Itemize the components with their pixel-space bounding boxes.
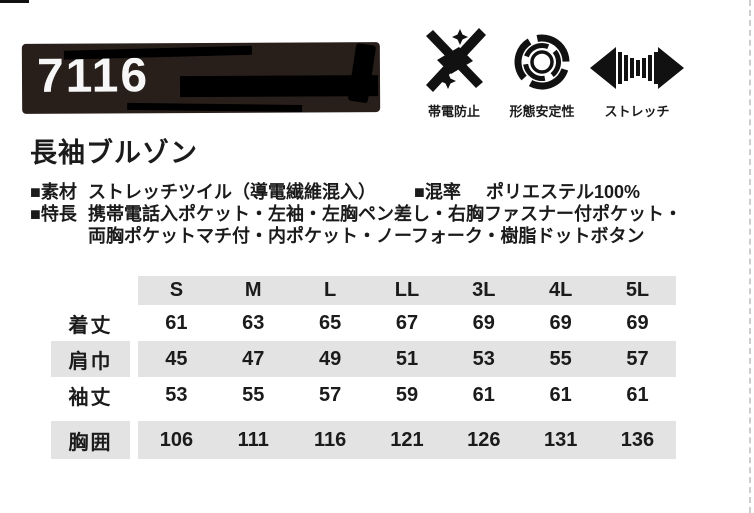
size-cell: 57 bbox=[318, 383, 342, 406]
table-gap bbox=[130, 377, 138, 413]
table-gap bbox=[130, 305, 138, 341]
table-gap bbox=[130, 421, 138, 459]
blend-label: ■混率 bbox=[414, 182, 461, 202]
table-row: 着丈 61 63 65 67 69 69 69 bbox=[51, 305, 676, 341]
feature-row: ■特長 携帯電話入ポケット・左袖・左胸ペン差し・右胸ファスナー付ポケット・ 両胸… bbox=[30, 203, 736, 247]
size-cell: 45 bbox=[165, 347, 188, 370]
table-gap bbox=[130, 276, 138, 305]
size-cell: 61 bbox=[165, 311, 188, 334]
stretch-icon bbox=[589, 30, 685, 99]
spec-block: ■素材 ストレッチツイル（導電繊維混入） ■混率 ポリエステル100% ■特長 … bbox=[30, 181, 736, 247]
size-cell: 69 bbox=[472, 311, 495, 334]
size-cell: 55 bbox=[242, 383, 265, 406]
size-cell: 126 bbox=[467, 428, 501, 451]
size-cell: 49 bbox=[318, 347, 342, 370]
size-cell: 53 bbox=[472, 347, 495, 370]
icon-group-anti-static: 帯電防止 bbox=[415, 26, 493, 120]
size-cell: 116 bbox=[313, 428, 347, 451]
size-row-values: 61 63 65 67 69 69 69 bbox=[138, 305, 676, 341]
size-row-values: 53 55 57 59 61 61 61 bbox=[138, 377, 676, 413]
size-header-spacer bbox=[51, 276, 130, 305]
size-table-body: 着丈 61 63 65 67 69 69 69 肩巾 45 47 49 51 53 55 57 袖丈 53 55 57… bbox=[51, 305, 676, 459]
size-cell: 61 bbox=[626, 383, 649, 406]
page-title: 長袖ブルゾン bbox=[30, 138, 198, 168]
stretch-icon-label: ストレッチ bbox=[604, 104, 670, 119]
size-cell: 47 bbox=[242, 347, 265, 370]
size-cell: 69 bbox=[626, 311, 649, 334]
size-header-cells: S M L LL 3L 4L 5L bbox=[138, 276, 676, 305]
size-cell: 69 bbox=[549, 311, 572, 334]
feature-line-2: 両胸ポケットマチ付・内ポケット・ノーフォーク・樹脂ドットボタン bbox=[88, 226, 645, 246]
size-table: S M L LL 3L 4L 5L 着丈 61 63 65 67 69 69 69 肩巾 45 47 49 51 53… bbox=[51, 276, 676, 459]
shape-stability-icon bbox=[510, 30, 574, 99]
material-row: ■素材 ストレッチツイル（導電繊維混入） ■混率 ポリエステル100% bbox=[30, 181, 736, 203]
size-cell: 61 bbox=[472, 383, 495, 406]
size-cell: 61 bbox=[549, 383, 572, 406]
size-table-header: S M L LL 3L 4L 5L bbox=[51, 276, 676, 305]
size-cell: 57 bbox=[626, 347, 649, 370]
size-header-cell: L bbox=[324, 279, 337, 301]
size-header-cell: 3L bbox=[472, 279, 496, 301]
size-cell: 111 bbox=[237, 428, 269, 451]
size-cell: 63 bbox=[242, 311, 265, 334]
material-label: ■素材 bbox=[30, 182, 77, 202]
table-row: 胸囲 106 111 116 121 126 131 136 bbox=[51, 421, 676, 459]
icon-group-stretch: ストレッチ bbox=[583, 30, 691, 120]
size-header-cell: 5L bbox=[625, 279, 650, 301]
size-cell: 106 bbox=[159, 428, 194, 451]
table-gap bbox=[130, 341, 138, 377]
material-value: ストレッチツイル（導電繊維混入） bbox=[88, 182, 376, 202]
size-header-cell: LL bbox=[394, 279, 420, 301]
table-row: 肩巾 45 47 49 51 53 55 57 bbox=[51, 341, 676, 377]
size-row-label: 袖丈 bbox=[68, 386, 113, 409]
size-cell: 53 bbox=[165, 383, 188, 406]
size-row-values: 106 111 116 121 126 131 136 bbox=[138, 421, 676, 459]
icon-group-shape-stability: 形態安定性 bbox=[505, 30, 579, 120]
scan-edge-line bbox=[749, 0, 751, 513]
redaction-bar bbox=[127, 102, 303, 112]
feature-line-1: 携帯電話入ポケット・左袖・左胸ペン差し・右胸ファスナー付ポケット・ bbox=[88, 204, 682, 224]
size-cell: 51 bbox=[395, 347, 419, 370]
feature-label: ■特長 bbox=[30, 204, 77, 224]
product-code-banner: 7116 bbox=[21, 42, 381, 114]
size-cell: 55 bbox=[549, 347, 572, 370]
table-row: 袖丈 53 55 57 59 61 61 61 bbox=[51, 377, 676, 413]
shape-stability-icon-label: 形態安定性 bbox=[509, 104, 575, 119]
size-row-values: 45 47 49 51 53 55 57 bbox=[138, 341, 676, 377]
size-header-cell: 4L bbox=[548, 279, 573, 301]
anti-static-icon bbox=[420, 26, 488, 99]
size-cell: 59 bbox=[395, 383, 419, 406]
size-cell: 121 bbox=[390, 428, 424, 451]
blend-value: ポリエステル100% bbox=[486, 182, 641, 202]
size-header-cell: S bbox=[169, 279, 184, 301]
size-cell: 136 bbox=[620, 428, 655, 451]
size-cell: 65 bbox=[318, 311, 342, 334]
anti-static-icon-label: 帯電防止 bbox=[427, 104, 480, 119]
size-cell: 131 bbox=[543, 428, 578, 451]
size-row-label: 肩巾 bbox=[51, 341, 130, 377]
scan-artifact-top bbox=[0, 0, 29, 3]
size-row-label: 胸囲 bbox=[51, 421, 130, 459]
size-header-cell: M bbox=[244, 279, 262, 301]
size-cell: 67 bbox=[395, 311, 419, 334]
size-row-label: 着丈 bbox=[68, 314, 113, 337]
feature-value: 携帯電話入ポケット・左袖・左胸ペン差し・右胸ファスナー付ポケット・ 両胸ポケット… bbox=[88, 203, 682, 247]
